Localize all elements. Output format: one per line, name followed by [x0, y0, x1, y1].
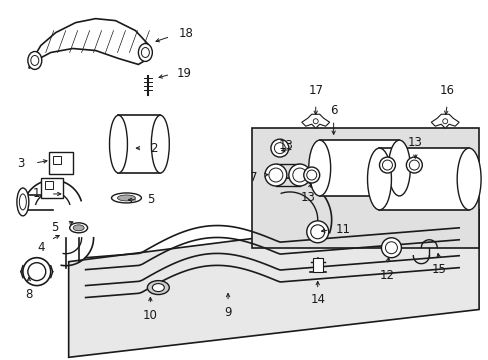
Ellipse shape [270, 139, 288, 157]
Ellipse shape [138, 44, 152, 62]
Polygon shape [29, 19, 148, 68]
Ellipse shape [406, 157, 422, 173]
Bar [41, 178, 62, 198]
Ellipse shape [382, 160, 392, 170]
Text: 10: 10 [142, 309, 158, 322]
Bar [312, 258, 322, 272]
Ellipse shape [109, 115, 127, 173]
Text: 19: 19 [176, 67, 191, 80]
Ellipse shape [111, 193, 141, 203]
Ellipse shape [292, 168, 306, 182]
Text: 18: 18 [179, 27, 193, 40]
Text: 16: 16 [439, 84, 454, 97]
Text: 17: 17 [307, 84, 323, 97]
Bar [118, 115, 160, 173]
Ellipse shape [274, 143, 285, 154]
Ellipse shape [313, 119, 318, 124]
Text: 6: 6 [329, 104, 337, 117]
Text: 1: 1 [33, 188, 41, 201]
Polygon shape [430, 114, 458, 128]
Polygon shape [301, 114, 329, 128]
Ellipse shape [28, 263, 46, 280]
Ellipse shape [147, 280, 169, 294]
Ellipse shape [268, 168, 282, 182]
Ellipse shape [28, 51, 41, 69]
Text: 13: 13 [278, 139, 293, 152]
Text: 3: 3 [17, 157, 24, 170]
Ellipse shape [310, 225, 324, 239]
Text: 13: 13 [407, 136, 422, 149]
Text: 4: 4 [37, 241, 44, 254]
Ellipse shape [117, 195, 135, 201]
Text: 8: 8 [25, 288, 33, 301]
Ellipse shape [306, 221, 328, 243]
Ellipse shape [367, 148, 390, 210]
Ellipse shape [23, 258, 51, 285]
Ellipse shape [408, 160, 419, 170]
Ellipse shape [288, 164, 310, 186]
Ellipse shape [73, 225, 84, 231]
Text: 5: 5 [146, 193, 154, 206]
Ellipse shape [306, 170, 316, 180]
Ellipse shape [264, 164, 286, 186]
Ellipse shape [20, 194, 26, 210]
Ellipse shape [31, 55, 39, 66]
Polygon shape [68, 210, 478, 357]
Ellipse shape [152, 284, 164, 292]
Text: 15: 15 [431, 263, 446, 276]
Ellipse shape [442, 119, 447, 124]
Bar [319, 140, 399, 196]
Ellipse shape [387, 140, 409, 196]
Ellipse shape [17, 188, 29, 216]
Bar [53, 156, 61, 164]
Ellipse shape [385, 242, 397, 254]
Ellipse shape [308, 140, 330, 196]
Polygon shape [251, 128, 478, 248]
Text: 2: 2 [150, 141, 158, 155]
Ellipse shape [69, 223, 87, 233]
Ellipse shape [303, 167, 319, 183]
Text: 13: 13 [300, 192, 315, 204]
Text: 12: 12 [379, 269, 394, 282]
Text: 11: 11 [335, 223, 350, 236]
Text: 14: 14 [309, 293, 325, 306]
Text: 9: 9 [224, 306, 231, 319]
Bar [379, 148, 468, 210]
Bar [49, 152, 73, 174]
Text: 5: 5 [51, 221, 58, 234]
Ellipse shape [456, 148, 480, 210]
Ellipse shape [151, 115, 169, 173]
Ellipse shape [381, 238, 401, 258]
Ellipse shape [141, 48, 149, 58]
Ellipse shape [379, 157, 395, 173]
Text: 7: 7 [250, 171, 257, 184]
Bar [45, 181, 53, 189]
